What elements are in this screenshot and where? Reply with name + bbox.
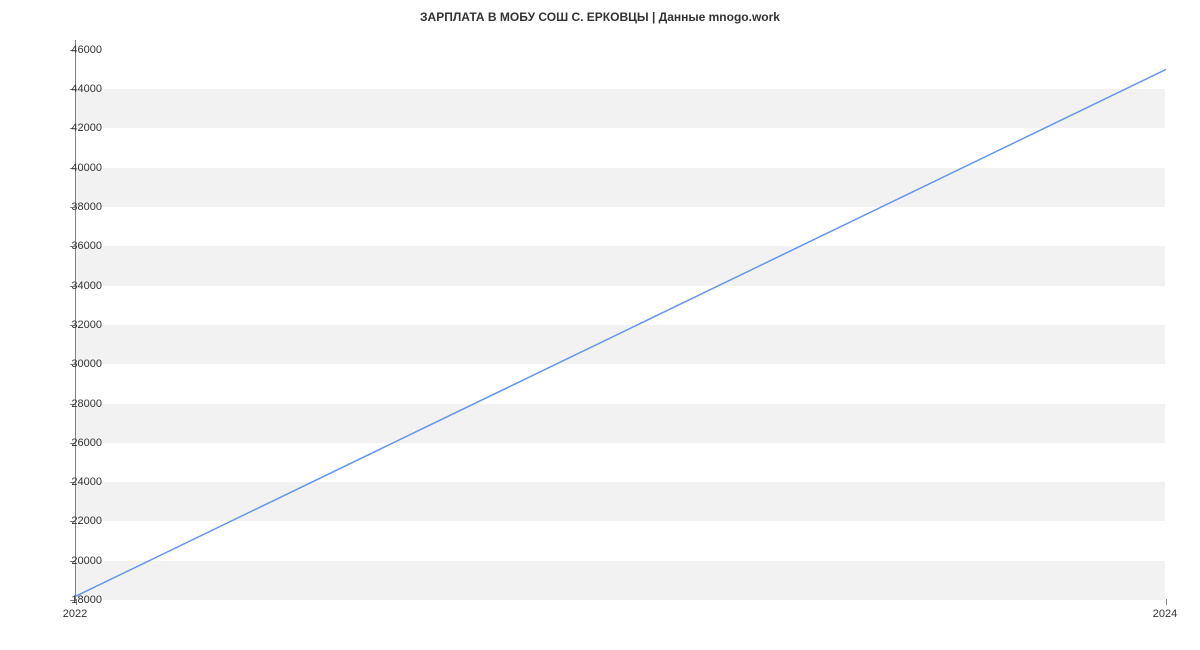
y-axis-label: 24000 <box>71 476 102 488</box>
chart-container: 20222024 <box>75 40 1165 600</box>
y-axis-label: 18000 <box>71 594 102 606</box>
x-tick <box>1166 599 1167 605</box>
x-axis-label: 2022 <box>63 608 87 620</box>
y-axis-label: 34000 <box>71 280 102 292</box>
y-axis-label: 40000 <box>71 162 102 174</box>
y-axis-label: 26000 <box>71 437 102 449</box>
y-axis-label: 20000 <box>71 555 102 567</box>
plot-area <box>75 40 1165 600</box>
y-axis-label: 30000 <box>71 358 102 370</box>
y-axis-label: 44000 <box>71 83 102 95</box>
y-axis-label: 38000 <box>71 201 102 213</box>
x-axis-label: 2024 <box>1153 608 1177 620</box>
y-axis-label: 42000 <box>71 122 102 134</box>
y-axis-label: 36000 <box>71 240 102 252</box>
chart-title: ЗАРПЛАТА В МОБУ СОШ С. ЕРКОВЦЫ | Данные … <box>0 0 1200 24</box>
y-axis-label: 28000 <box>71 398 102 410</box>
y-axis-label: 46000 <box>71 44 102 56</box>
y-axis-label: 22000 <box>71 515 102 527</box>
line-series <box>76 40 1166 600</box>
y-axis-label: 32000 <box>71 319 102 331</box>
